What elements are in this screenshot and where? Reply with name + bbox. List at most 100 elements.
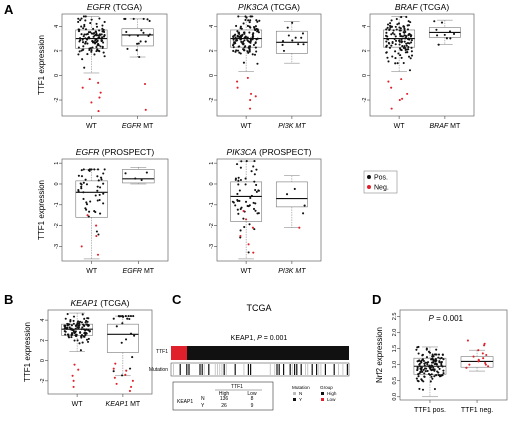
chart-nrf2-expression: 0.0 0.5 1.0 1.5 2.0 2.5 Nrf2 expression TTF1 po… [375,309,508,414]
mutation-tick [278,364,280,375]
data-point-pos [125,30,128,34]
y-tick-label: 0 [209,182,215,185]
data-point-pos [70,324,73,327]
box [122,169,155,184]
data-point-pos [251,33,254,36]
data-point-pos [248,45,252,48]
data-point-pos [85,33,88,36]
data-point-pos [417,373,420,376]
data-point-pos [64,333,67,336]
data-point-pos [97,43,100,46]
track-legend: Mutation N Y Group High Low [292,385,337,402]
data-point-pos [84,42,87,45]
x-tick-label: WT [241,268,253,275]
data-point-pos [245,16,248,19]
data-point-pos [80,33,83,36]
mutation-tick [188,364,190,375]
data-point-neg [466,339,469,342]
ttf1-track-low [171,346,187,360]
x-tick-label-gene: KEAP1 [106,401,129,408]
data-point-pos [435,28,438,31]
data-point-neg [485,353,488,357]
legend-group-low: Low [327,397,336,402]
data-point-pos [410,50,413,53]
data-point-pos [410,41,413,44]
data-point-pos [78,37,82,40]
data-point-pos [127,315,130,318]
data-point-neg [481,352,484,355]
mutation-track-frame [170,362,350,377]
data-point-pos [385,45,388,48]
data-point-pos [422,380,425,383]
data-point-pos [430,358,433,361]
data-point-pos [257,31,260,34]
data-point-pos [83,23,86,26]
data-point-pos [103,55,106,58]
data-point-pos [421,354,424,357]
data-point-neg [242,209,245,213]
data-point-pos [77,190,80,193]
data-point-pos [83,335,86,338]
data-point-pos [249,15,252,18]
x-tick-label: WT [86,268,98,275]
data-point-pos [101,45,104,48]
data-point-pos [82,45,85,48]
data-point-pos [241,33,244,36]
data-point-neg [482,357,485,360]
mutation-tick [324,364,326,375]
chart-title-gene: EGFR [76,147,100,157]
data-point-pos [92,40,95,43]
data-point-pos [405,44,408,47]
panel-d-pvalue: P = 0.001 [429,314,464,323]
data-point-pos [93,53,96,56]
data-point-pos [77,46,80,49]
data-point-pos [84,331,88,334]
data-point-pos [79,39,82,42]
data-point-pos [84,37,87,40]
data-point-pos [66,333,69,336]
data-point-pos [102,172,105,175]
data-point-neg [483,342,486,345]
legend-neg-marker [367,185,371,189]
data-point-pos [95,25,99,28]
mutation-tick-wt [342,364,344,375]
data-point-pos [80,328,83,331]
data-point-pos [137,42,140,45]
data-point-pos [95,230,98,233]
data-point-pos [96,168,100,171]
x-tick-label: BRAF MT [430,123,461,130]
y-tick-label: 4 [40,319,46,322]
data-point-pos [390,44,393,47]
data-point-neg [86,214,89,217]
data-point-pos [416,366,419,369]
data-point-pos [133,334,136,337]
data-point-pos [76,326,79,329]
data-point-pos [255,183,258,187]
mutation-tick-wt [305,364,306,375]
chart-title-suffix: (TCGA) [268,2,300,12]
data-point-pos [235,24,238,28]
data-point-pos [232,201,235,204]
data-point-pos [68,326,71,329]
y-tick-label: 0 [209,74,215,77]
data-point-neg [71,374,74,377]
data-point-pos [282,49,286,52]
data-point-pos [97,233,100,236]
data-point-pos [433,353,437,356]
data-point-pos [242,31,246,34]
data-point-pos [236,30,239,33]
mutation-tick-wt [269,364,271,375]
data-point-pos [96,199,99,202]
data-point-pos [102,41,105,44]
data-point-pos [102,192,105,195]
data-point-pos [78,324,81,327]
data-point-pos [242,40,245,43]
data-point-neg [73,363,76,366]
data-point-pos [404,34,407,37]
data-point-pos [121,374,124,377]
data-point-pos [437,353,441,356]
chart-title-gene: PIK3CA [226,147,257,157]
data-point-pos [433,359,437,362]
data-point-pos [247,51,250,54]
chart-title-gene: EGFR [87,2,111,12]
